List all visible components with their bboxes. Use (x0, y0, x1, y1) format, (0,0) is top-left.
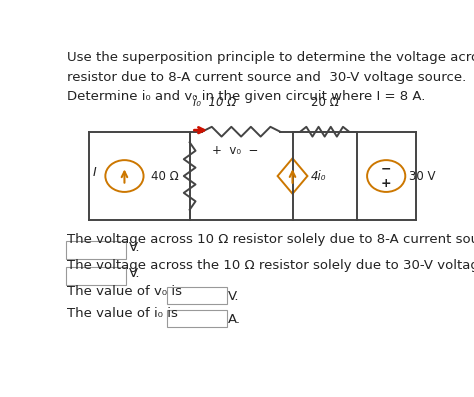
Text: +: + (381, 177, 392, 190)
Text: 40 Ω: 40 Ω (151, 170, 179, 183)
Text: The value of v₀ is: The value of v₀ is (66, 285, 182, 297)
Text: V.: V. (228, 290, 240, 303)
Text: I: I (92, 166, 96, 179)
Text: 4i₀: 4i₀ (311, 170, 327, 183)
Text: V.: V. (129, 241, 141, 254)
Text: The voltage across 10 Ω resistor solely due to 8-A current source is: The voltage across 10 Ω resistor solely … (66, 233, 474, 246)
Text: 20 Ω: 20 Ω (311, 96, 338, 109)
Text: A.: A. (228, 312, 241, 326)
Text: Determine i₀ and v₀ in the given circuit where I = 8 A.: Determine i₀ and v₀ in the given circuit… (66, 91, 425, 104)
Text: resistor due to 8-A current source and  30-V voltage source.: resistor due to 8-A current source and 3… (66, 71, 466, 83)
Text: V.: V. (129, 267, 141, 280)
Text: The value of i₀ is: The value of i₀ is (66, 308, 177, 320)
Text: i₀  10 Ω: i₀ 10 Ω (193, 96, 237, 109)
Text: The voltage across the 10 Ω resistor solely due to 30-V voltage source is: The voltage across the 10 Ω resistor sol… (66, 258, 474, 272)
Text: Use the superposition principle to determine the voltage across 10 Ω: Use the superposition principle to deter… (66, 51, 474, 64)
Text: −: − (381, 162, 392, 175)
Text: +  v₀  −: + v₀ − (212, 144, 259, 157)
Text: 30 V: 30 V (409, 170, 436, 183)
